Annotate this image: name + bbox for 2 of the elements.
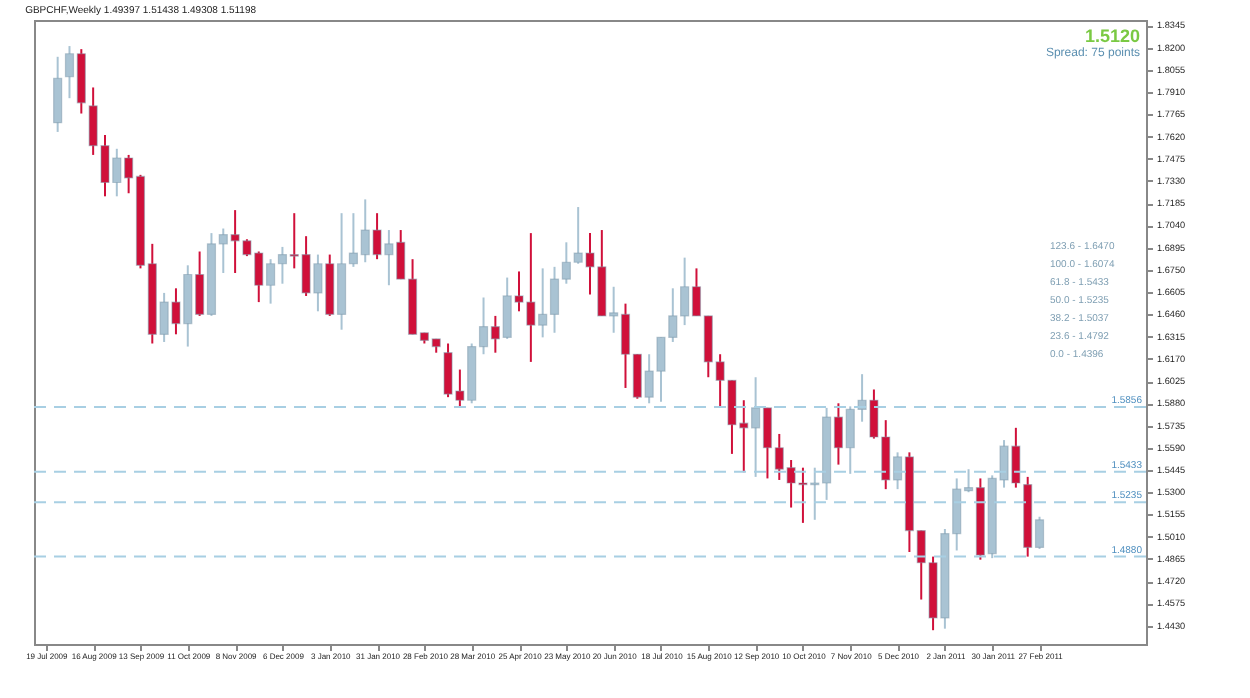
annotation: 1.5120	[1084, 26, 1140, 46]
candlestick	[53, 55, 63, 133]
